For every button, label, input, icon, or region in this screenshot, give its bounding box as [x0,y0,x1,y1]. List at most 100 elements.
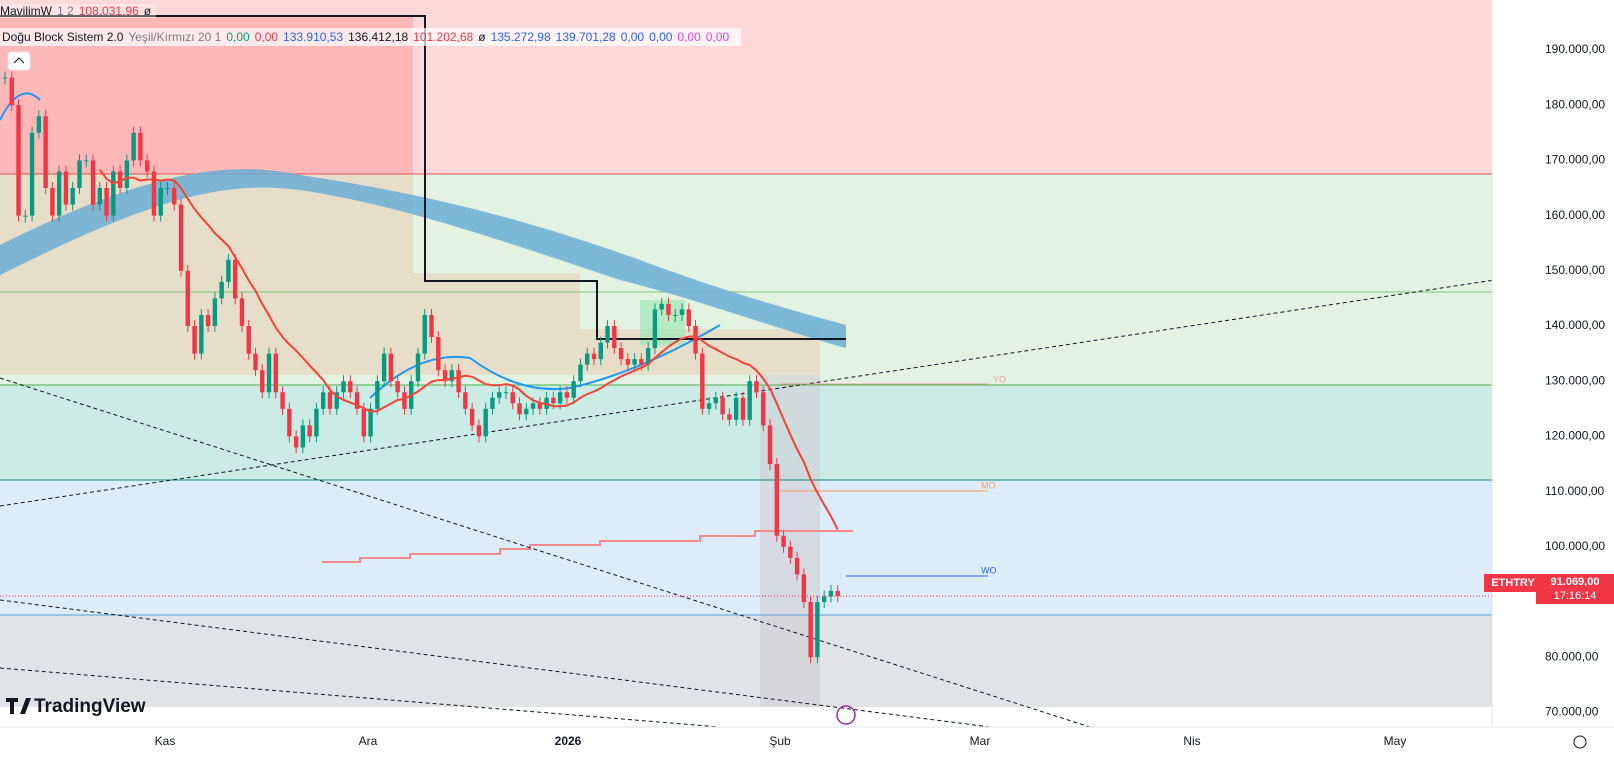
legend-row: Doğu Block Sistem 2.0 Yeşil/Kırmızı 20 1 0… [0,28,742,46]
candle [727,414,732,420]
candle [266,353,272,393]
candle [673,314,678,316]
candle [260,370,265,393]
candle [402,392,407,409]
candle [463,392,468,409]
candle [510,392,515,404]
candle [239,298,245,326]
candle [422,314,427,354]
candle [273,353,278,393]
candle [253,353,258,371]
candle [90,160,96,205]
time-label: Şub [769,734,791,748]
candle [740,397,746,420]
level-label: YO [993,374,1006,384]
candle [659,303,664,310]
candle [117,171,123,188]
candle [334,392,339,409]
price-tick-label: 150.000,00 [1545,263,1605,277]
candle [287,408,292,437]
candle [436,337,441,371]
candle [828,590,834,597]
block-tan [0,174,820,375]
indicator-value: 0,00 [254,30,279,44]
indicator-symbol: ø [143,4,152,18]
price-tick-label: 100.000,00 [1545,539,1605,553]
candle [293,436,299,448]
indicator-name: MavilimW [0,4,52,18]
candle [456,370,461,393]
candle [761,392,766,426]
candle [375,381,380,409]
candle [354,392,360,409]
candle [77,160,82,188]
candle [497,392,502,398]
indicator-value: 136.412,18 [348,30,409,44]
candle [578,364,583,382]
candle [713,397,719,404]
time-label: May [1384,734,1407,748]
candle [23,215,28,217]
candle [774,464,779,536]
candle [314,408,319,437]
indicator-value: 133.910,53 [283,30,344,44]
collapse-button[interactable] [7,51,31,71]
candle [165,188,170,189]
level-label: WO [981,565,997,575]
event-icon[interactable] [836,705,856,725]
settings-icon[interactable] [1573,735,1587,749]
step-line [322,530,853,563]
candle [70,188,75,205]
candle [84,160,89,162]
candle [767,425,773,464]
candle [679,309,685,315]
time-axis [0,727,1614,757]
candle [9,77,14,106]
logo-text: TradingView [34,696,146,717]
time-label: Ara [359,734,378,748]
zone-teal [0,385,1492,480]
candle [205,314,211,326]
candle [585,353,590,365]
indicator-value: 0,00 [677,30,701,44]
candle [361,408,367,437]
price-axis [1492,0,1614,757]
candle [111,171,116,216]
legend-row: MavilimW 1 2 108.031,96 ø [0,4,157,18]
logo: TradingView [6,696,146,717]
candle [429,314,434,338]
candle [591,353,597,360]
candle [144,160,150,172]
candle [192,326,197,354]
symbol-label: ETHTRY [1491,577,1535,589]
candle [788,546,793,558]
candle [219,281,224,299]
time-label: Nis [1183,734,1200,748]
candle [178,204,184,271]
candle [415,353,421,382]
indicator-value: 0,00 [649,30,673,44]
candle [476,425,482,437]
symbol-tag [1484,574,1542,592]
zone-blue [0,480,1492,615]
candle [29,132,35,216]
candle [747,381,752,420]
candle [280,392,285,409]
candle [551,397,556,404]
indicator-name: Doğu Block Sistem 2.0 [2,30,124,44]
price-tick-label: 140.000,00 [1545,318,1605,332]
indicator-value: ø [478,30,486,44]
candle [104,188,109,216]
candle [733,397,739,420]
candle [693,326,698,354]
candle [639,359,644,365]
candle [720,397,725,415]
candle [625,359,631,365]
candle [618,348,624,360]
price-tick-label: 120.000,00 [1545,429,1605,443]
candle [781,535,786,547]
candle [97,188,102,205]
indicator-params: 1 2 [57,4,74,18]
zone-gray [0,615,1492,707]
candle [815,602,820,658]
